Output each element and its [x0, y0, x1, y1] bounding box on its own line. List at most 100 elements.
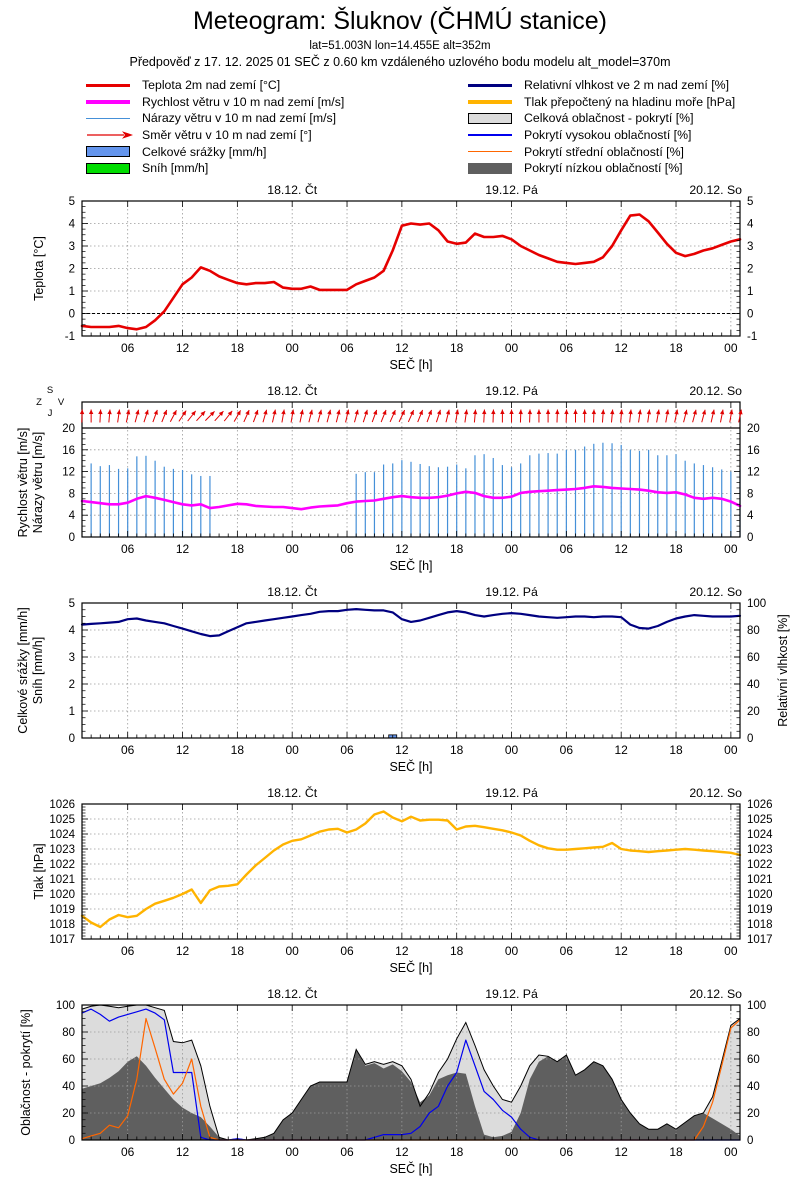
svg-text:1025: 1025: [747, 814, 773, 826]
svg-text:20: 20: [62, 1108, 75, 1120]
svg-text:18: 18: [231, 1145, 245, 1159]
svg-text:18: 18: [669, 341, 683, 355]
svg-text:20.12. So: 20.12. So: [689, 786, 742, 800]
page-title: Meteogram: Šluknov (ČHMÚ stanice): [192, 7, 607, 35]
svg-text:0: 0: [747, 733, 753, 745]
svg-text:18: 18: [669, 542, 683, 556]
svg-text:4: 4: [69, 510, 76, 522]
svg-text:12: 12: [395, 1145, 409, 1159]
svg-text:1017: 1017: [49, 934, 75, 946]
svg-text:06: 06: [340, 944, 354, 958]
svg-text:4: 4: [69, 625, 76, 637]
svg-text:100: 100: [747, 598, 766, 610]
svg-text:20.12. So: 20.12. So: [689, 384, 742, 398]
svg-text:-1: -1: [65, 331, 75, 343]
legend-temperature: Teplota 2m nad zemí [°C]: [86, 77, 344, 94]
wind-gusts-line-swatch: [86, 111, 134, 125]
svg-text:1: 1: [69, 286, 75, 298]
svg-text:1022: 1022: [49, 859, 75, 871]
svg-text:4: 4: [69, 219, 76, 231]
svg-text:19.12. Pá: 19.12. Pá: [485, 987, 538, 1001]
svg-text:12: 12: [395, 743, 409, 757]
svg-text:12: 12: [395, 944, 409, 958]
svg-text:5: 5: [69, 598, 75, 610]
svg-text:0: 0: [747, 309, 753, 321]
svg-text:80: 80: [747, 1027, 760, 1039]
svg-text:00: 00: [286, 542, 300, 556]
svg-text:16: 16: [62, 445, 75, 457]
legend: Teplota 2m nad zemí [°C] Rychlost větru …: [0, 77, 800, 181]
legend-label: Pokrytí nízkou oblačností [%]: [524, 161, 683, 176]
legend-total-cloud: Celková oblačnost - pokrytí [%]: [468, 110, 735, 127]
precipitation-box-swatch: [86, 145, 134, 159]
svg-text:1024: 1024: [747, 829, 773, 841]
svg-text:80: 80: [747, 625, 760, 637]
svg-text:Oblačnost - pokrytí [%]: Oblačnost - pokrytí [%]: [19, 1009, 33, 1135]
svg-text:12: 12: [176, 743, 190, 757]
svg-text:1019: 1019: [747, 904, 773, 916]
svg-text:SEČ [h]: SEČ [h]: [389, 960, 432, 975]
svg-text:00: 00: [505, 542, 519, 556]
header: Meteogram: Šluknov (ČHMÚ stanice) lat=51…: [0, 0, 800, 69]
svg-text:06: 06: [340, 542, 354, 556]
svg-text:Rychlost větru [m/s]: Rychlost větru [m/s]: [16, 428, 30, 538]
svg-text:2: 2: [69, 679, 75, 691]
wind-direction-arrow-icon: [86, 128, 134, 142]
legend-precipitation: Celkové srážky [mm/h]: [86, 143, 344, 160]
svg-text:3: 3: [747, 241, 753, 253]
svg-text:12: 12: [615, 743, 629, 757]
svg-text:12: 12: [615, 542, 629, 556]
svg-text:Teplota [°C]: Teplota [°C]: [32, 236, 46, 301]
snow-box-swatch: [86, 161, 134, 175]
svg-text:1020: 1020: [747, 889, 773, 901]
svg-text:18: 18: [450, 743, 464, 757]
legend-label: Směr větru v 10 m nad zemí [°]: [142, 128, 312, 143]
wind-speed-line-swatch: [86, 95, 134, 109]
legend-label: Relativní vlhkost ve 2 m nad zemí [%]: [524, 78, 730, 93]
legend-pressure: Tlak přepočtený na hladinu moře [hPa]: [468, 94, 735, 111]
svg-text:4: 4: [747, 510, 754, 522]
svg-text:1: 1: [69, 706, 75, 718]
svg-text:1021: 1021: [49, 874, 75, 886]
svg-text:2: 2: [747, 264, 753, 276]
svg-text:19.12. Pá: 19.12. Pá: [485, 384, 538, 398]
legend-label: Celková oblačnost - pokrytí [%]: [524, 111, 694, 126]
svg-text:19.12. Pá: 19.12. Pá: [485, 183, 538, 197]
svg-text:1017: 1017: [747, 934, 773, 946]
forecast-line: Předpověď z 17. 12. 2025 01 SEČ z 0.60 k…: [129, 55, 671, 69]
svg-text:80: 80: [62, 1027, 75, 1039]
temperature-line-swatch: [86, 78, 134, 92]
svg-text:12: 12: [747, 467, 760, 479]
svg-text:06: 06: [560, 341, 574, 355]
legend-humidity: Relativní vlhkost ve 2 m nad zemí [%]: [468, 77, 735, 94]
svg-text:12: 12: [176, 944, 190, 958]
legend-snow: Sníh [mm/h]: [86, 160, 344, 177]
svg-text:12: 12: [615, 1145, 629, 1159]
svg-text:20.12. So: 20.12. So: [689, 585, 742, 599]
svg-text:1023: 1023: [747, 844, 773, 856]
svg-text:06: 06: [121, 542, 135, 556]
svg-text:00: 00: [724, 1145, 738, 1159]
legend-high-cloud: Pokrytí vysokou oblačností [%]: [468, 127, 735, 144]
svg-text:1019: 1019: [49, 904, 75, 916]
svg-text:12: 12: [176, 1145, 190, 1159]
legend-left-column: Teplota 2m nad zemí [°C] Rychlost větru …: [86, 77, 344, 177]
svg-text:40: 40: [747, 1081, 760, 1093]
svg-text:SEČ [h]: SEČ [h]: [389, 1161, 432, 1176]
svg-text:20.12. So: 20.12. So: [689, 183, 742, 197]
pressure-chart: 1017 1017 1018 1018 1019 1019 1020 1020 1021 1021…: [32, 785, 773, 975]
legend-label: Pokrytí střední oblačností [%]: [524, 144, 684, 159]
svg-text:0: 0: [69, 1135, 75, 1147]
svg-text:20: 20: [747, 1108, 760, 1120]
svg-text:18.12. Čt: 18.12. Čt: [267, 785, 317, 800]
svg-text:0: 0: [747, 1135, 753, 1147]
svg-text:20: 20: [62, 423, 75, 435]
svg-text:Z: Z: [36, 397, 42, 408]
svg-text:40: 40: [747, 679, 760, 691]
temperature-chart: -1 -10 01 12 23 34 45 506 12 18 00 06 12 18 00 06 12 18 00…: [32, 182, 757, 372]
svg-text:18: 18: [450, 944, 464, 958]
